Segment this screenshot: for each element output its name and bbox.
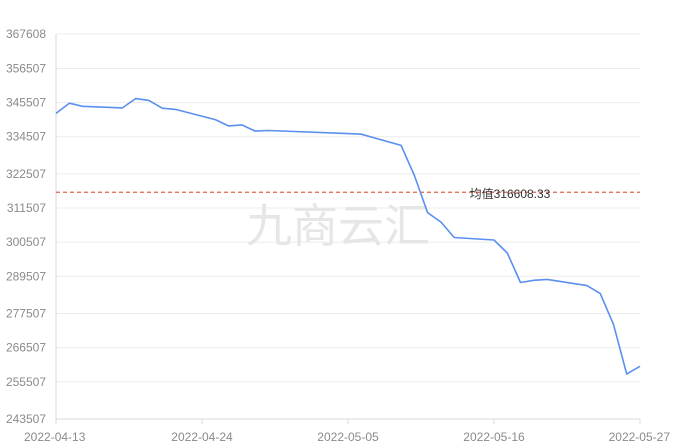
y-tick-label: 345507	[6, 96, 46, 110]
average-label: 均值316608.33	[470, 186, 551, 201]
y-tick-label: 356507	[6, 61, 46, 75]
y-tick-label: 322507	[6, 167, 46, 181]
y-tick-label: 266507	[6, 341, 46, 355]
x-axis-ticks: 2022-04-13 2022-04-24 2022-05-05 2022-05-16…	[24, 419, 670, 444]
y-tick-label: 367608	[6, 27, 46, 41]
x-tick-label: 2022-04-24	[171, 430, 233, 444]
series-line	[55, 97, 641, 375]
gridlines	[56, 33, 640, 420]
watermark-text: 九商云汇	[246, 199, 430, 253]
series-group	[55, 97, 641, 375]
x-tick-label: 2022-05-27	[609, 430, 671, 444]
y-tick-label: 334507	[6, 130, 46, 144]
x-tick-label: 2022-05-05	[317, 430, 379, 444]
y-tick-label: 289507	[6, 269, 46, 283]
x-tick-label: 2022-05-16	[463, 430, 525, 444]
y-tick-label: 243507	[6, 412, 46, 426]
y-tick-label: 255507	[6, 375, 46, 389]
y-axis-ticks: 243507 255507 266507 277507 289507 300507 3115…	[6, 27, 46, 426]
y-tick-label: 311507	[7, 201, 46, 215]
y-tick-label: 300507	[6, 235, 46, 249]
x-tick-label: 2022-04-13	[24, 430, 86, 444]
average-line-group: 均值316608.33	[56, 186, 640, 201]
y-tick-label: 277507	[6, 307, 46, 321]
